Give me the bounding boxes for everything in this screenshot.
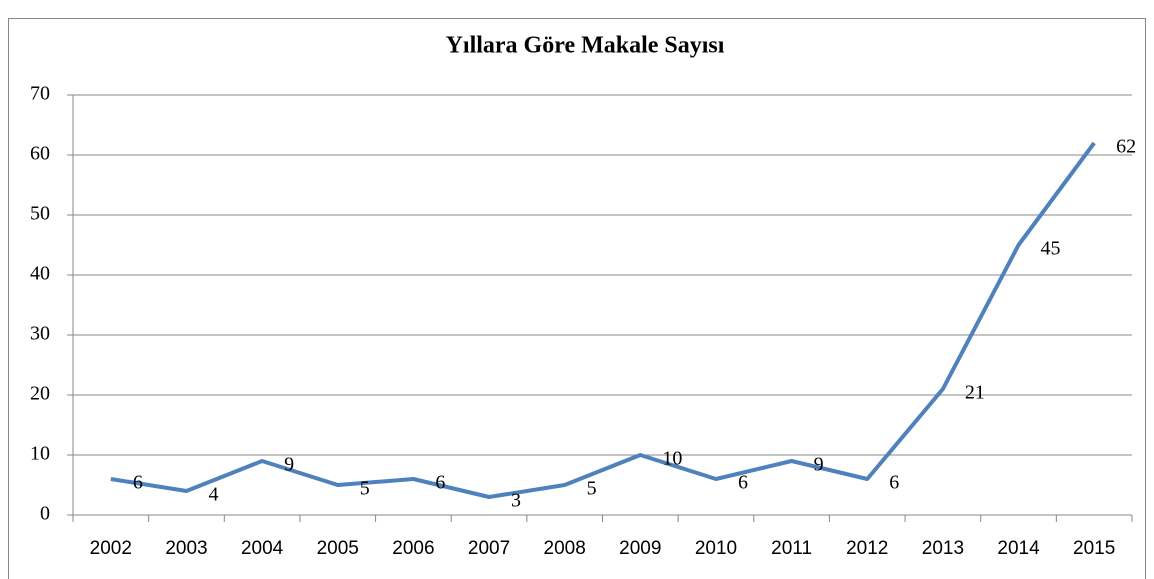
- chart-title: Yıllara Göre Makale Sayısı: [446, 33, 725, 59]
- data-line: [110, 141, 1096, 499]
- x-tick-label: 2005: [317, 538, 359, 559]
- data-label: 21: [965, 382, 985, 404]
- data-label: 9: [814, 454, 824, 476]
- x-tick-label: 2007: [468, 538, 510, 559]
- x-tick-label: 2014: [997, 538, 1040, 559]
- x-tick-label: 2015: [1073, 538, 1115, 559]
- data-label: 6: [435, 472, 445, 494]
- data-label: 6: [889, 472, 899, 494]
- y-tick-label: 50: [30, 203, 50, 225]
- y-tick-label: 40: [30, 263, 50, 285]
- data-label: 62: [1116, 136, 1136, 158]
- y-tick-label: 0: [40, 503, 50, 525]
- data-label: 5: [587, 478, 597, 500]
- x-tick-label: 2010: [695, 538, 737, 559]
- y-tick-label: 60: [30, 143, 50, 165]
- data-label: 4: [208, 484, 218, 506]
- chart-frame: [8, 18, 1146, 579]
- data-label: 5: [360, 478, 370, 500]
- y-tick-label: 20: [30, 383, 50, 405]
- data-label: 45: [1041, 238, 1061, 260]
- x-tick-label: 2013: [922, 538, 964, 559]
- data-label: 6: [133, 472, 143, 494]
- x-tick-label: 2006: [392, 538, 434, 559]
- x-tick-label: 2004: [241, 538, 284, 559]
- x-tick-label: 2009: [619, 538, 661, 559]
- x-tick-label: 2008: [544, 538, 586, 559]
- x-tick-label: 2011: [771, 538, 812, 559]
- data-label: 10: [662, 448, 682, 470]
- y-tick-label: 30: [30, 323, 50, 345]
- y-tick-label: 70: [30, 83, 50, 105]
- x-tick-label: 2002: [90, 538, 132, 559]
- x-tick-label: 2012: [846, 538, 888, 559]
- y-tick-label: 10: [30, 443, 50, 465]
- data-label: 9: [284, 454, 294, 476]
- x-tick-label: 2003: [165, 538, 207, 559]
- data-label: 3: [511, 490, 521, 512]
- data-label: 6: [738, 472, 748, 494]
